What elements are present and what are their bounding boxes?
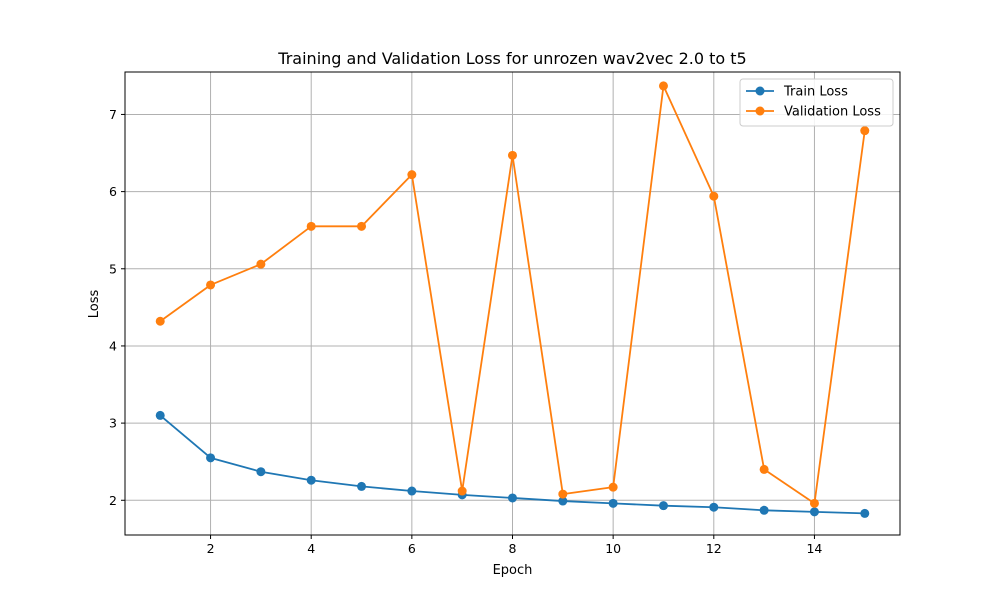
- data-point-train: [860, 508, 870, 518]
- data-point-train: [608, 498, 618, 508]
- legend: Train Loss Validation Loss: [739, 78, 894, 127]
- data-point-validation: [155, 316, 165, 326]
- series-validation: [155, 81, 870, 508]
- axis-ticks: 2 4 6 8 10 12 14 2 3 4 5 6 7: [109, 107, 822, 556]
- data-point-train: [256, 467, 266, 477]
- legend-label-train: Train Loss: [783, 85, 848, 100]
- x-tick-label: 6: [408, 541, 416, 556]
- series-layer: [155, 81, 870, 518]
- x-tick-label: 14: [806, 541, 822, 556]
- x-tick-label: 2: [207, 541, 215, 556]
- x-tick-label: 10: [605, 541, 621, 556]
- data-point-validation: [508, 150, 517, 160]
- grid-lines: [125, 72, 900, 535]
- chart-title: Training and Validation Loss for unrozen…: [277, 49, 746, 68]
- data-point-validation: [407, 170, 417, 180]
- legend-marker-validation: [755, 106, 765, 116]
- x-axis-label: Epoch: [493, 563, 533, 578]
- data-point-validation: [558, 489, 568, 499]
- data-point-validation: [809, 498, 819, 508]
- legend-entry-validation: Validation Loss: [746, 105, 881, 120]
- data-point-train: [558, 496, 568, 506]
- y-tick-label: 3: [109, 416, 117, 431]
- data-point-validation: [306, 221, 316, 231]
- data-point-validation: [256, 259, 266, 269]
- data-point-validation: [357, 221, 367, 231]
- y-tick-label: 4: [109, 338, 117, 353]
- legend-entry-train: Train Loss: [746, 85, 848, 100]
- data-point-validation: [457, 486, 467, 496]
- x-tick-label: 8: [509, 541, 517, 556]
- data-point-train: [809, 507, 819, 517]
- series-train: [155, 410, 870, 518]
- data-point-train: [759, 505, 769, 515]
- x-tick-label: 12: [706, 541, 722, 556]
- y-tick-label: 5: [109, 261, 117, 276]
- x-tick-label: 4: [307, 541, 315, 556]
- data-point-validation: [658, 81, 668, 91]
- y-tick-label: 7: [109, 107, 117, 122]
- data-point-train: [508, 493, 517, 503]
- data-point-train: [306, 475, 316, 485]
- legend-label-validation: Validation Loss: [784, 105, 881, 120]
- data-point-validation: [759, 464, 769, 474]
- data-point-train: [658, 501, 668, 511]
- y-tick-label: 2: [109, 493, 117, 508]
- data-point-train: [357, 481, 367, 491]
- legend-box: [739, 78, 894, 127]
- legend-marker-train: [755, 86, 765, 96]
- data-point-validation: [206, 280, 216, 290]
- data-point-validation: [860, 126, 870, 136]
- data-point-validation: [709, 191, 719, 201]
- data-point-train: [206, 453, 216, 463]
- data-point-train: [407, 486, 417, 496]
- y-axis-label: Loss: [87, 290, 102, 319]
- data-point-train: [709, 502, 719, 512]
- data-point-validation: [608, 482, 618, 492]
- data-point-train: [155, 410, 165, 420]
- y-tick-label: 6: [109, 184, 117, 199]
